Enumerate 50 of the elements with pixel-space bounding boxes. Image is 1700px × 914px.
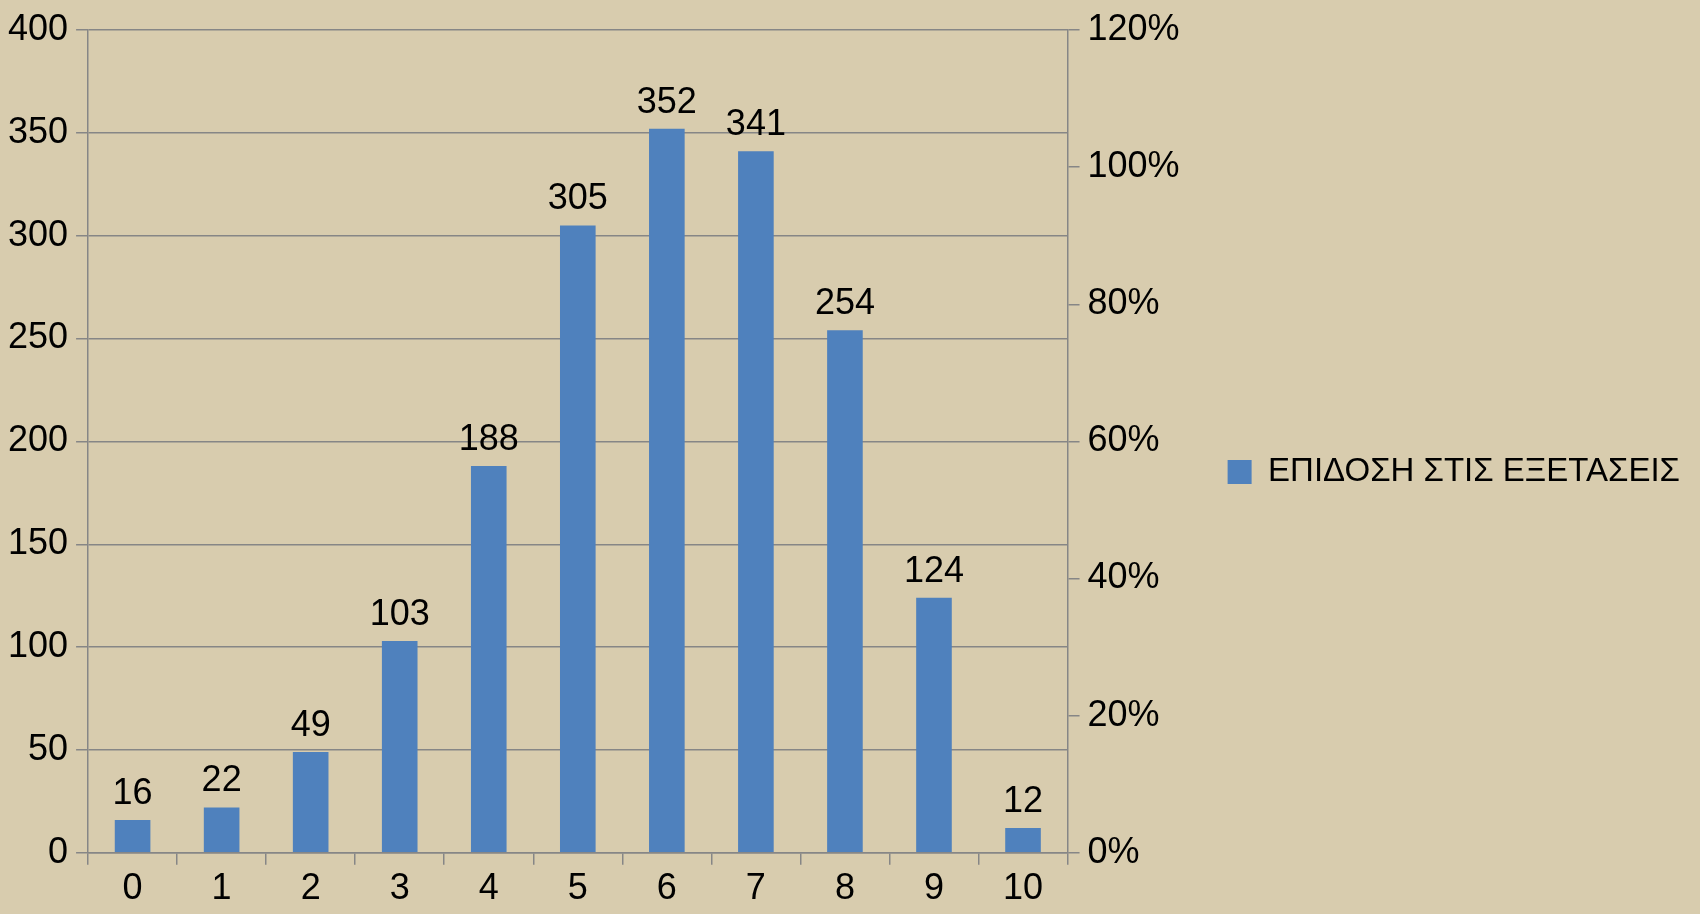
x-tick-label: 1 [211,866,232,908]
y2-tick-label: 40% [1087,555,1160,597]
bar [916,597,952,853]
y2-tick-label: 20% [1087,692,1160,734]
data-label: 124 [903,548,965,590]
y-tick-label: 150 [7,521,69,563]
data-label: 352 [636,79,697,121]
x-tick-label: 9 [923,866,944,908]
bar [114,819,151,853]
bar [738,151,774,853]
x-tick-label: 7 [745,866,766,908]
bar [381,640,418,853]
bar [470,466,507,853]
y2-tick-label: 80% [1087,281,1160,323]
y-tick-label: 50 [28,726,69,768]
x-tick-label: 4 [478,866,499,908]
y-tick-label: 300 [7,212,69,254]
y2-tick-label: 0% [1087,829,1140,871]
y-tick-label: 350 [7,109,69,151]
bar [827,330,863,853]
x-tick-label: 3 [389,866,410,908]
x-tick-label: 0 [122,866,143,908]
data-label: 341 [725,102,786,144]
data-label: 103 [369,591,430,633]
bar [203,807,240,853]
data-label: 12 [1002,779,1044,821]
data-label: 16 [112,770,153,812]
y-tick-label: 0 [48,829,69,871]
bar [649,128,685,853]
x-tick-label: 8 [834,866,855,908]
legend-label: ΕΠΙΔΟΣΗ ΣΤΙΣ ΕΞΕΤΑΣΕΙΣ [1268,451,1680,489]
y2-tick-label: 120% [1087,6,1180,48]
x-tick-label: 2 [300,866,321,908]
bar [292,752,329,853]
y2-tick-label: 60% [1087,418,1160,460]
y-tick-label: 100 [7,624,69,666]
y2-tick-label: 100% [1087,144,1180,186]
data-label: 188 [458,417,519,459]
y-tick-label: 250 [7,315,69,357]
y-tick-label: 200 [7,418,69,460]
x-tick-label: 10 [1002,866,1044,908]
data-label: 22 [201,758,242,800]
data-label: 254 [814,281,875,323]
x-tick-label: 5 [567,866,588,908]
x-tick-label: 6 [656,866,677,908]
bar [1005,828,1041,853]
bar [559,225,596,853]
y-tick-label: 400 [7,6,69,48]
data-label: 305 [547,176,608,218]
data-label: 49 [290,702,331,744]
